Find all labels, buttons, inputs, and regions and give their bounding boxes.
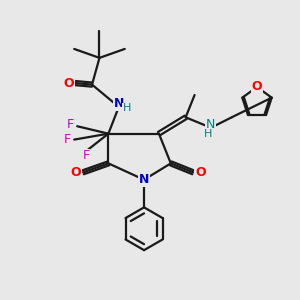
Text: N: N xyxy=(114,97,124,110)
Text: O: O xyxy=(70,166,81,179)
Text: F: F xyxy=(67,118,74,130)
Text: F: F xyxy=(64,133,71,146)
Text: N: N xyxy=(206,118,216,131)
Text: H: H xyxy=(123,103,131,113)
Text: H: H xyxy=(204,129,213,139)
Text: F: F xyxy=(82,149,90,162)
Text: O: O xyxy=(252,80,262,94)
Text: O: O xyxy=(64,76,74,90)
Text: N: N xyxy=(139,173,149,186)
Text: O: O xyxy=(195,166,206,179)
